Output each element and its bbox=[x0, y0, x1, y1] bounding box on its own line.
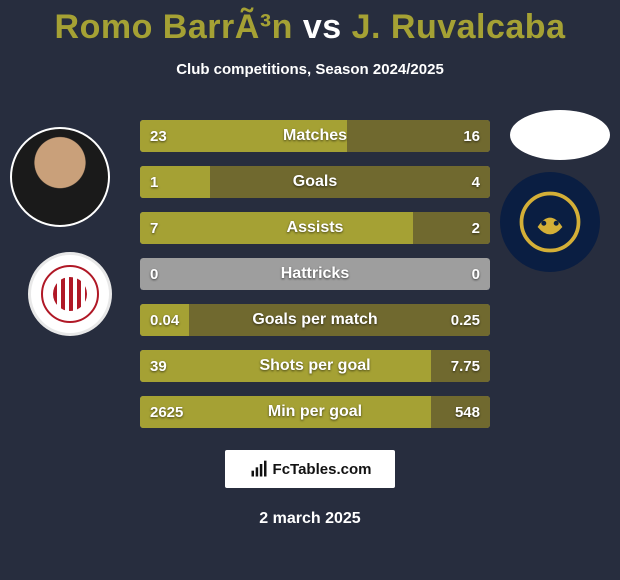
stat-row: 397.75Shots per goal bbox=[140, 350, 490, 382]
stat-label: Hattricks bbox=[140, 258, 490, 290]
stat-row: 00Hattricks bbox=[140, 258, 490, 290]
chart-icon bbox=[249, 459, 269, 479]
stat-row: 2625548Min per goal bbox=[140, 396, 490, 428]
stat-label: Goals bbox=[140, 166, 490, 198]
player1-club-crest bbox=[28, 252, 112, 336]
player2-avatar bbox=[510, 110, 610, 160]
player2-club-crest bbox=[500, 172, 600, 272]
player1-avatar bbox=[10, 127, 110, 227]
stat-label: Assists bbox=[140, 212, 490, 244]
stat-row: 0.040.25Goals per match bbox=[140, 304, 490, 336]
player2-name: J. Ruvalcaba bbox=[352, 8, 566, 46]
subtitle: Club competitions, Season 2024/2025 bbox=[0, 61, 620, 78]
branding-text: FcTables.com bbox=[273, 461, 372, 478]
stat-label: Shots per goal bbox=[140, 350, 490, 382]
date-text: 2 march 2025 bbox=[0, 510, 620, 528]
branding-badge: FcTables.com bbox=[225, 450, 395, 488]
stat-row: 14Goals bbox=[140, 166, 490, 198]
stat-label: Matches bbox=[140, 120, 490, 152]
stat-label: Goals per match bbox=[140, 304, 490, 336]
stat-bars: 2316Matches 14Goals 72Assists 00Hattricks 0.… bbox=[140, 120, 490, 442]
comparison-title: Romo BarrÃ³n vs J. Ruvalcaba bbox=[0, 0, 620, 47]
puma-icon bbox=[519, 191, 581, 253]
stat-row: 72Assists bbox=[140, 212, 490, 244]
vs-text: vs bbox=[303, 8, 342, 46]
stat-label: Min per goal bbox=[140, 396, 490, 428]
comparison-stage: 2316Matches 14Goals 72Assists 00Hattricks 0.… bbox=[0, 112, 620, 442]
player1-name: Romo BarrÃ³n bbox=[55, 8, 293, 46]
stat-row: 2316Matches bbox=[140, 120, 490, 152]
